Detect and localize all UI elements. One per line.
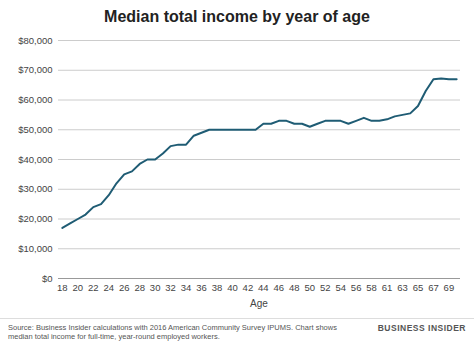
svg-text:65: 65 — [413, 282, 424, 293]
svg-text:52: 52 — [320, 282, 331, 293]
svg-text:26: 26 — [119, 282, 130, 293]
svg-text:58: 58 — [366, 282, 377, 293]
svg-text:38: 38 — [212, 282, 223, 293]
svg-text:50: 50 — [304, 282, 315, 293]
svg-text:32: 32 — [165, 282, 176, 293]
svg-text:$20,000: $20,000 — [18, 213, 52, 224]
svg-text:$10,000: $10,000 — [18, 243, 52, 254]
svg-text:40: 40 — [227, 282, 238, 293]
html-text:Age: Age — [250, 298, 268, 309]
svg-text:36: 36 — [196, 282, 207, 293]
svg-text:54: 54 — [335, 282, 346, 293]
svg-text:42: 42 — [243, 282, 254, 293]
svg-text:24: 24 — [103, 282, 114, 293]
svg-text:$60,000: $60,000 — [18, 94, 52, 105]
svg-text:63: 63 — [397, 282, 408, 293]
svg-text:48: 48 — [289, 282, 300, 293]
svg-text:$30,000: $30,000 — [18, 183, 52, 194]
svg-text:44: 44 — [258, 282, 269, 293]
html-text:BUSINESS INSIDER: BUSINESS INSIDER — [377, 323, 466, 333]
html-text:Median total income by year of: Median total income by year of age — [104, 8, 370, 25]
svg-text:28: 28 — [134, 282, 145, 293]
svg-text:56: 56 — [351, 282, 362, 293]
svg-text:34: 34 — [181, 282, 192, 293]
svg-text:$80,000: $80,000 — [18, 35, 52, 46]
svg-text:18: 18 — [57, 282, 68, 293]
svg-text:22: 22 — [88, 282, 99, 293]
svg-text:61: 61 — [382, 282, 393, 293]
svg-text:$70,000: $70,000 — [18, 64, 52, 75]
svg-text:$40,000: $40,000 — [18, 154, 52, 165]
svg-text:46: 46 — [274, 282, 285, 293]
svg-text:$50,000: $50,000 — [18, 124, 52, 135]
svg-text:20: 20 — [73, 282, 84, 293]
svg-text:69: 69 — [444, 282, 455, 293]
html-text:Source: Business Insider calcu: Source: Business Insider calculations wi… — [8, 323, 337, 342]
svg-text:$0: $0 — [42, 273, 53, 284]
svg-text:67: 67 — [428, 282, 439, 293]
svg-text:30: 30 — [150, 282, 161, 293]
